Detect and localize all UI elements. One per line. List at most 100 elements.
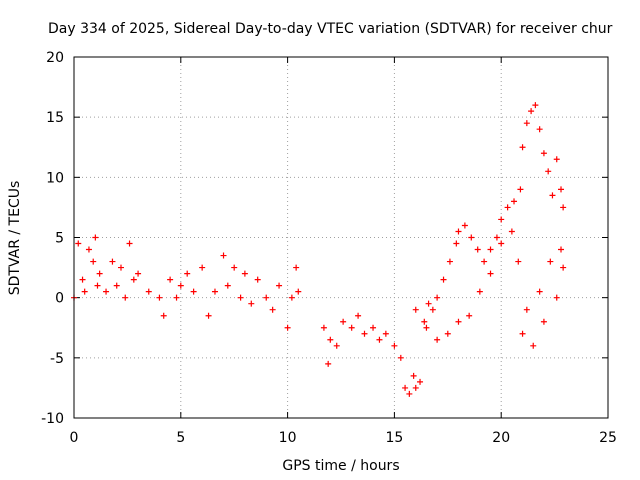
y-tick-label: -5 (50, 351, 64, 367)
y-tick-label: 0 (55, 291, 64, 307)
data-point (90, 258, 97, 265)
data-point (355, 312, 362, 319)
data-point (156, 294, 163, 301)
x-tick-label: 20 (492, 430, 510, 446)
data-point (293, 264, 300, 271)
data-point (434, 294, 441, 301)
data-point (493, 234, 500, 241)
data-point (536, 288, 543, 295)
tick-labels: 0 5 10 15 20 25 -10 -5 0 5 10 15 20 (41, 50, 617, 446)
data-point (96, 270, 103, 277)
x-tick-label: 0 (70, 430, 79, 446)
data-point (370, 324, 377, 331)
data-point (361, 330, 368, 337)
data-point (532, 102, 539, 109)
data-point (75, 240, 82, 247)
y-tick-label: 20 (46, 50, 64, 66)
data-point (530, 342, 537, 349)
data-point (560, 264, 567, 271)
data-point (519, 144, 526, 151)
data-point (481, 258, 488, 265)
data-point (190, 288, 197, 295)
data-point (558, 186, 565, 193)
data-point (487, 246, 494, 253)
x-tick-label: 25 (599, 430, 617, 446)
data-point (333, 342, 340, 349)
data-point (523, 306, 530, 313)
data-point (540, 318, 547, 325)
y-tick-label: -10 (41, 411, 64, 427)
data-point (276, 282, 283, 289)
y-axis-label: SDTVAR / TECUs (7, 181, 23, 296)
data-point (263, 294, 270, 301)
data-point (94, 282, 101, 289)
data-point (177, 282, 184, 289)
data-point (429, 306, 436, 313)
data-point (498, 216, 505, 223)
data-point (446, 258, 453, 265)
y-tick-label: 15 (46, 110, 64, 126)
data-point (220, 252, 227, 259)
plot-frame (73, 56, 609, 419)
data-point (237, 294, 244, 301)
data-point (126, 240, 133, 247)
data-point (205, 312, 212, 319)
data-point (476, 288, 483, 295)
data-point (417, 378, 424, 385)
data-point (423, 324, 430, 331)
data-point (540, 150, 547, 157)
data-point (410, 372, 417, 379)
data-point (504, 204, 511, 211)
data-point (397, 354, 404, 361)
data-point (130, 276, 137, 283)
data-point (135, 270, 142, 277)
x-tick-label: 15 (385, 430, 403, 446)
data-point (412, 384, 419, 391)
data-point (402, 384, 409, 391)
data-point (434, 336, 441, 343)
data-point (468, 234, 475, 241)
data-point (474, 246, 481, 253)
y-tick-label: 10 (46, 170, 64, 186)
data-point (340, 318, 347, 325)
data-point (382, 330, 389, 337)
data-point (508, 228, 515, 235)
data-point (288, 294, 295, 301)
data-point (122, 294, 129, 301)
data-point (81, 288, 88, 295)
data-point (553, 294, 560, 301)
data-point (199, 264, 206, 271)
data-point (79, 276, 86, 283)
x-axis-label: GPS time / hours (282, 458, 399, 474)
data-point (453, 240, 460, 247)
data-point (528, 108, 535, 115)
data-point (440, 276, 447, 283)
data-point (498, 240, 505, 247)
data-point (224, 282, 231, 289)
data-point (391, 342, 398, 349)
data-point (231, 264, 238, 271)
data-point (85, 246, 92, 253)
data-point (320, 324, 327, 331)
data-point (455, 228, 462, 235)
data-points (71, 102, 567, 397)
data-point (547, 258, 554, 265)
data-point (117, 264, 124, 271)
data-point (425, 300, 432, 307)
data-point (466, 312, 473, 319)
data-point (406, 390, 413, 397)
data-point (241, 270, 248, 277)
data-point (553, 156, 560, 163)
data-point (113, 282, 120, 289)
data-point (515, 258, 522, 265)
data-point (517, 186, 524, 193)
data-point (269, 306, 276, 313)
data-point (412, 306, 419, 313)
data-point (558, 246, 565, 253)
data-point (560, 204, 567, 211)
data-point (487, 270, 494, 277)
data-point (444, 330, 451, 337)
data-point (184, 270, 191, 277)
data-point (376, 336, 383, 343)
